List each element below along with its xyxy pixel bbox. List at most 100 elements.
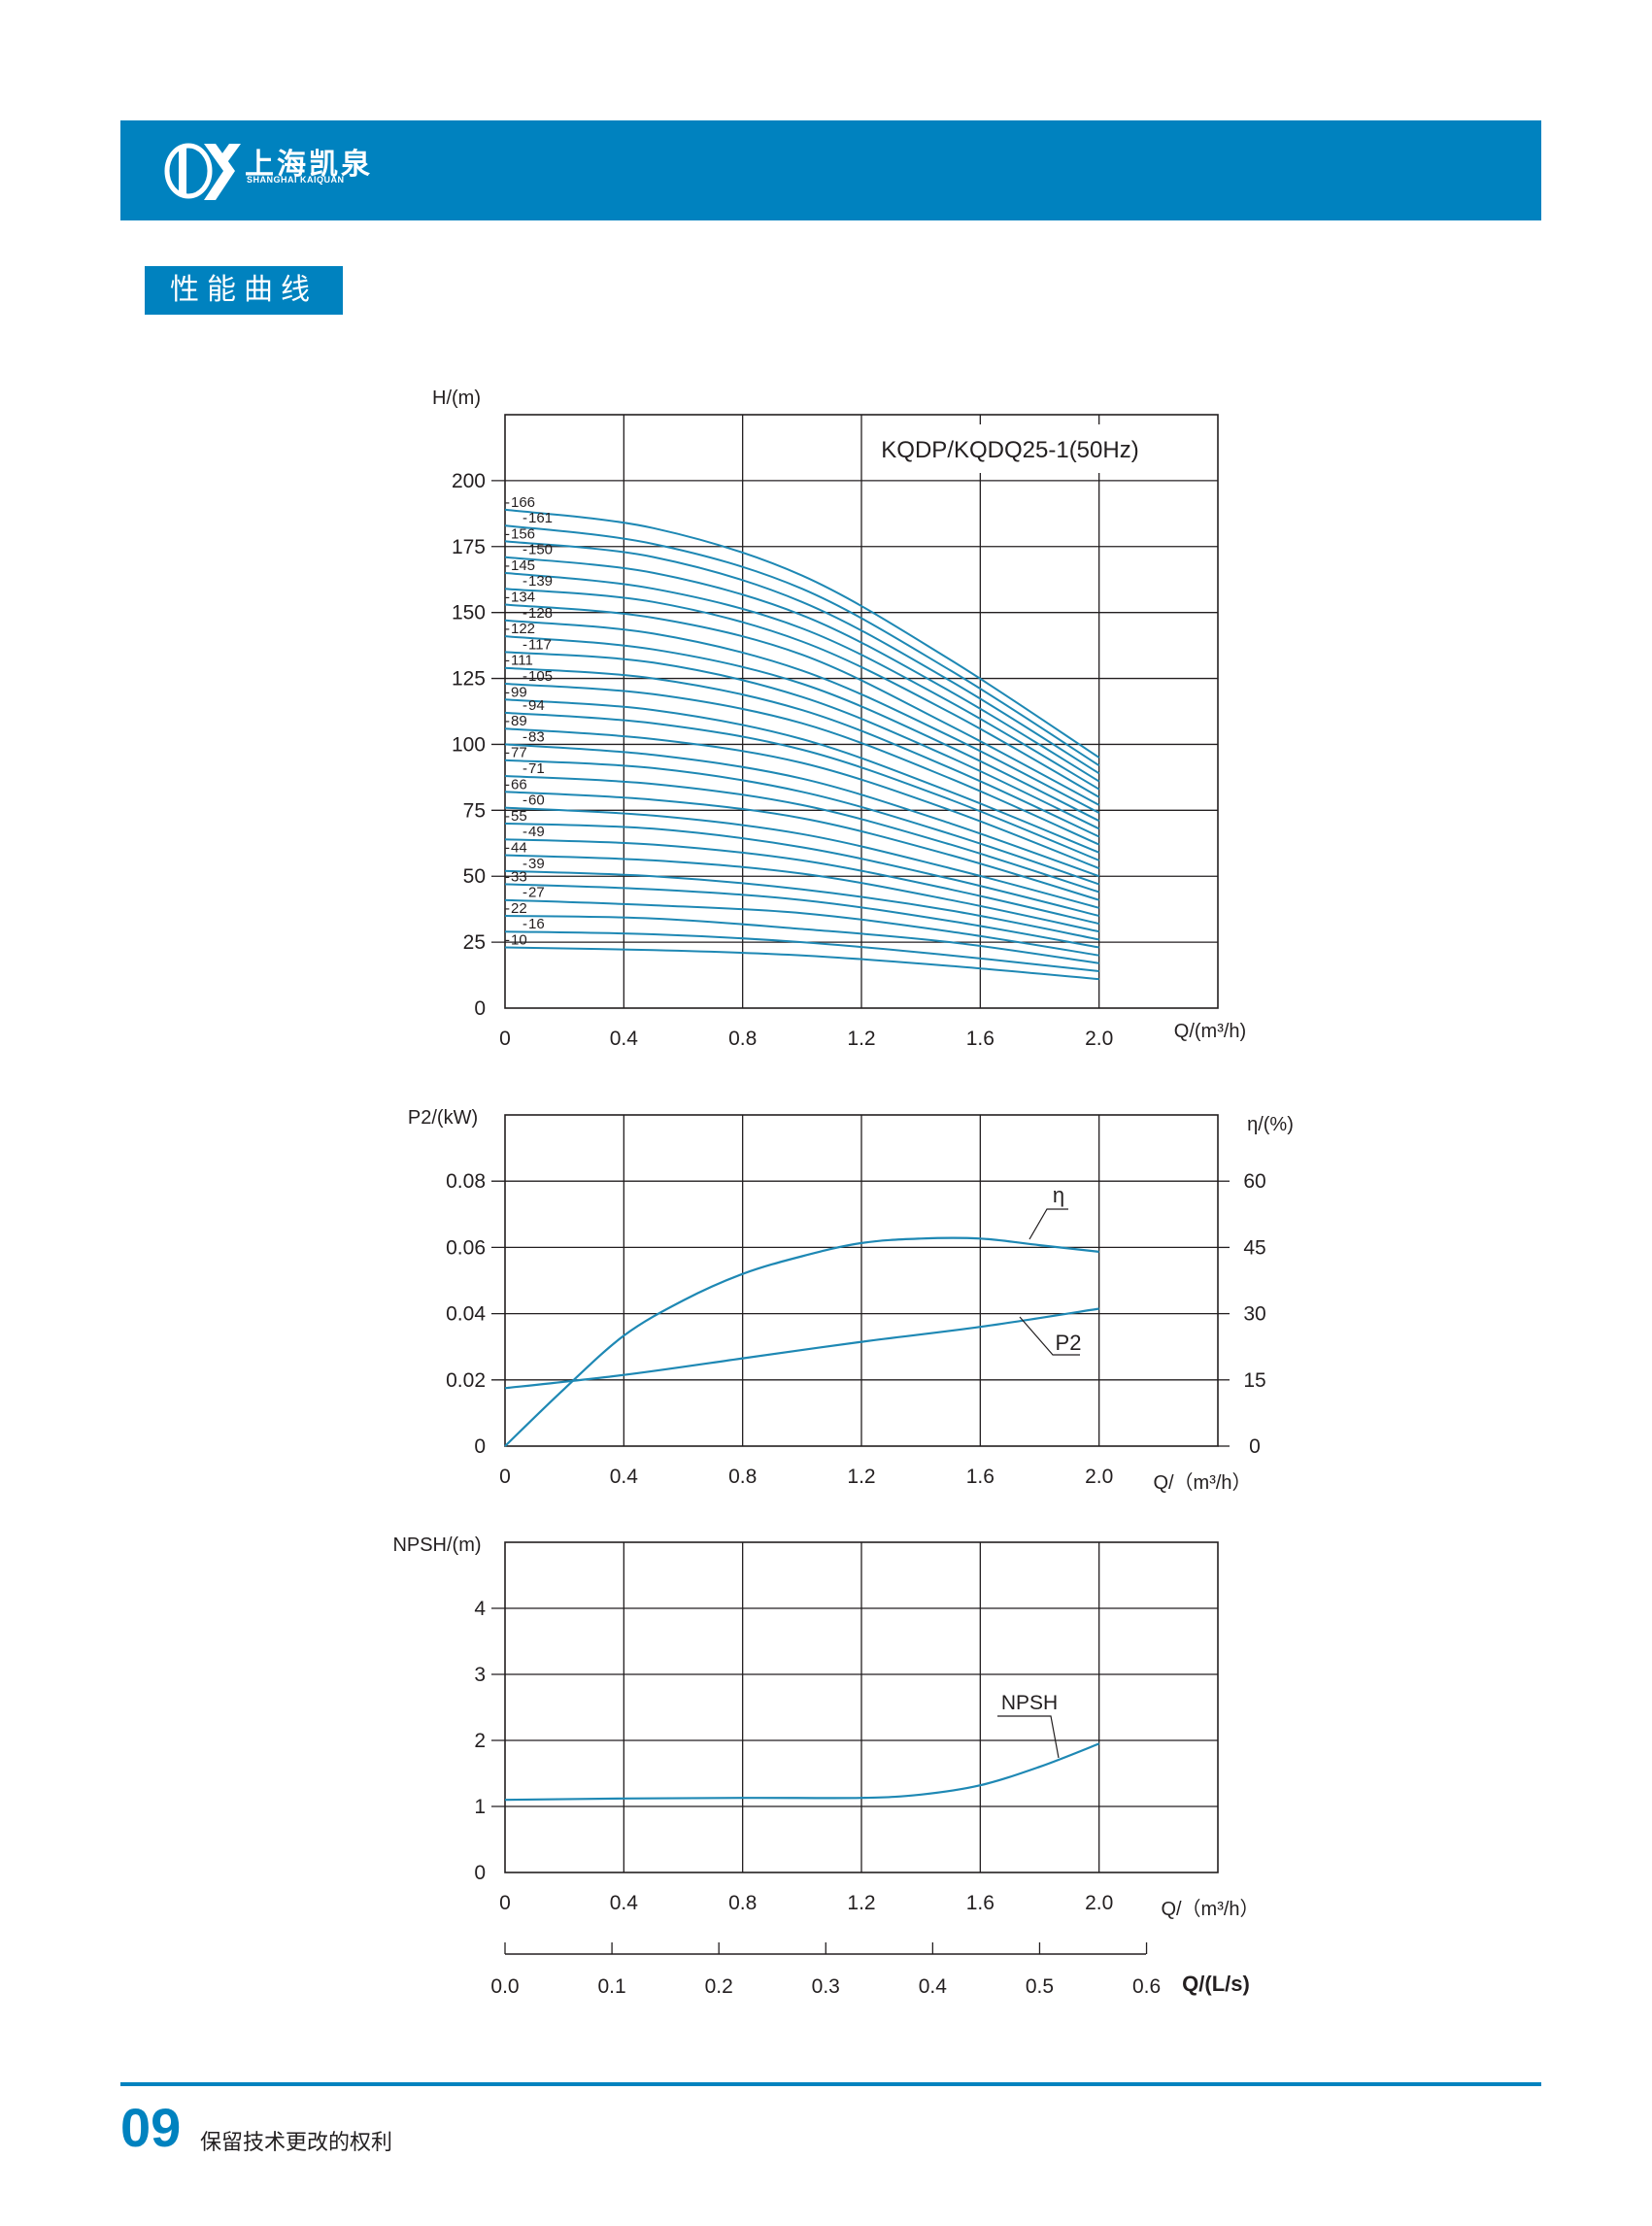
curve-label: 161 [528, 510, 553, 526]
curve-label-dash: - [505, 868, 510, 885]
head-curve [504, 946, 1099, 981]
curve-label: 111 [511, 653, 533, 669]
curve-label-dash: - [523, 856, 527, 872]
curve-label-dash: - [505, 557, 510, 574]
secondary-x-tick-label: 0.4 [919, 1975, 948, 1998]
curve-label: 89 [511, 713, 527, 729]
p2-series-label: P2 [1056, 1331, 1082, 1355]
curve-label: 39 [528, 856, 545, 872]
x-tick-label: 1.6 [966, 1028, 995, 1050]
head-curve [504, 883, 1099, 949]
y-tick-label: 1 [474, 1796, 486, 1818]
footer-note: 保留技术更改的权利 [200, 2131, 393, 2155]
curve-label: 49 [528, 824, 545, 840]
curve-label-dash: - [505, 932, 510, 949]
x-tick-label: 1.6 [966, 1892, 995, 1914]
curve-label: 77 [511, 745, 527, 761]
curve-label-dash: - [505, 494, 510, 511]
y2-tick-label: 30 [1243, 1303, 1265, 1326]
x-tick-label: 0.4 [610, 1028, 639, 1050]
page-number: 09 [120, 2097, 182, 2158]
head-curve [504, 838, 1099, 926]
x-tick-label: 2.0 [1085, 1466, 1113, 1488]
footer-divider [120, 2082, 1541, 2086]
curve-label: 105 [528, 668, 553, 685]
x-tick-label: 1.2 [847, 1028, 875, 1050]
curve-label: 22 [511, 900, 527, 917]
head-curve [504, 791, 1099, 901]
head-curve [504, 930, 1099, 972]
x-tick-label: 1.6 [966, 1466, 995, 1488]
y2-tick-label: 45 [1243, 1236, 1265, 1259]
secondary-x-tick-label: 0.6 [1132, 1975, 1161, 1998]
head-curve [504, 588, 1100, 798]
head-curve [504, 635, 1100, 823]
y-tick-label: 150 [452, 602, 486, 624]
head-curve [504, 571, 1100, 791]
y2-axis-label: η/(%) [1247, 1114, 1294, 1135]
y-tick-label: 4 [474, 1598, 486, 1620]
head-curve [504, 759, 1100, 886]
y-axis-label: NPSH/(m) [392, 1535, 481, 1556]
curve-label: 145 [511, 557, 535, 574]
head-curve [504, 727, 1100, 870]
head-curve [504, 898, 1099, 957]
y-tick-label: 0 [474, 1435, 486, 1458]
curve-label-dash: - [523, 542, 527, 558]
x-axis-label: Q/(m³/h) [1174, 1021, 1246, 1042]
curve-label: 10 [511, 932, 527, 949]
head-curve [504, 775, 1100, 894]
curve-label-dash: - [505, 653, 510, 669]
curve-label: 99 [511, 684, 527, 700]
logo-english-name: SHANGHAI KAIQUAN [247, 175, 345, 185]
head-curve [504, 508, 1100, 759]
secondary-x-tick-label: 0.3 [812, 1975, 840, 1998]
head-curve [504, 869, 1099, 941]
x-tick-label: 0 [499, 1892, 511, 1914]
y2-tick-label: 15 [1243, 1369, 1265, 1392]
curve-label: 122 [511, 621, 535, 637]
chart-title-background [879, 424, 1170, 473]
y-tick-label: 2 [474, 1730, 486, 1752]
y2-tick-label: 0 [1249, 1435, 1261, 1458]
section-title: 性能曲线 [145, 266, 343, 315]
x-tick-label: 2.0 [1085, 1028, 1113, 1050]
head-curve [504, 540, 1100, 775]
kaiquan-logo-icon [164, 143, 241, 200]
curve-label-dash: - [505, 900, 510, 917]
curve-label-dash: - [523, 760, 527, 777]
head-curve [504, 651, 1100, 830]
head-curve [504, 743, 1100, 878]
y-tick-label: 25 [463, 931, 486, 954]
eta-series-label: η [1053, 1183, 1064, 1207]
head-curve [504, 698, 1100, 854]
curve-label-dash: - [505, 684, 510, 700]
curve-label-dash: - [505, 839, 510, 856]
curve-label-dash: - [523, 916, 527, 932]
y-tick-label: 0 [474, 1862, 486, 1884]
curve-label-dash: - [505, 808, 510, 825]
y-tick-label: 0 [474, 997, 486, 1020]
head-curve [504, 619, 1100, 814]
x-tick-label: 0.8 [728, 1466, 757, 1488]
curve-label: 139 [528, 573, 553, 590]
head-curve [504, 854, 1099, 933]
p2-leader-line [1019, 1316, 1080, 1356]
logo-chinese-name: 上海凯泉 [245, 148, 373, 182]
curve-label-dash: - [505, 525, 510, 542]
curve-label: 27 [528, 885, 545, 901]
eta-leader-line [1028, 1208, 1068, 1240]
y-axis-label: P2/(kW) [408, 1107, 478, 1129]
secondary-x-tick-label: 0.0 [490, 1975, 519, 1998]
y-tick-label: 3 [474, 1664, 486, 1686]
curve-label-dash: - [523, 636, 527, 653]
power-curve [504, 1307, 1099, 1390]
x-axis-label: Q/（m³/h） [1161, 1898, 1259, 1920]
header-bar: 上海凯泉 SHANGHAI KAIQUAN [120, 120, 1541, 220]
curve-label-dash: - [523, 605, 527, 622]
head-curve [504, 603, 1100, 806]
curve-label-dash: - [505, 745, 510, 761]
y-tick-label: 0.02 [446, 1369, 486, 1392]
secondary-x-tick-label: 0.1 [597, 1975, 625, 1998]
x-axis-label: Q/（m³/h） [1153, 1471, 1251, 1494]
